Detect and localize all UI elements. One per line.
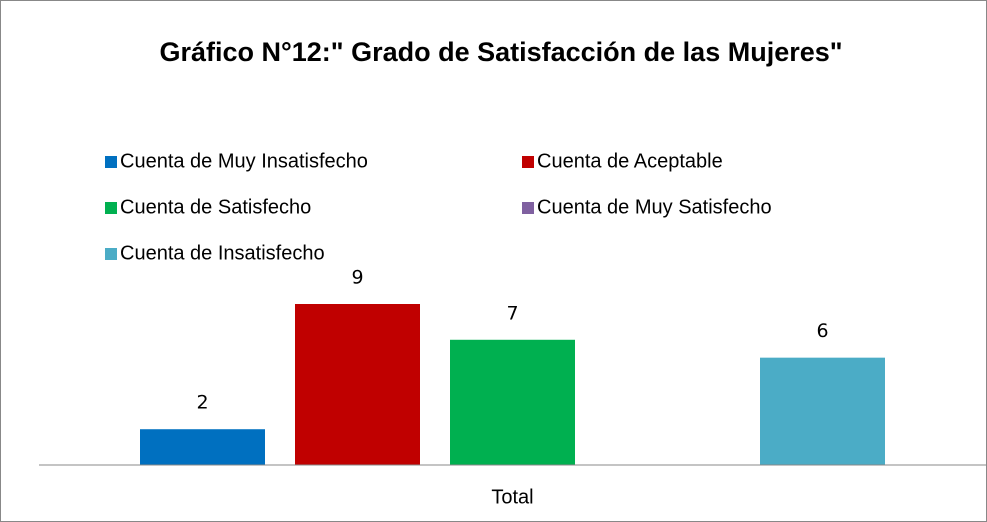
data-label: 9 bbox=[351, 267, 363, 289]
data-label: 7 bbox=[506, 302, 518, 324]
legend-label: Cuenta de Muy Insatisfecho bbox=[120, 150, 368, 172]
data-label: 2 bbox=[196, 392, 208, 414]
legend-swatch bbox=[105, 156, 117, 168]
bar bbox=[450, 339, 575, 465]
legend-swatch bbox=[105, 248, 117, 260]
legend-label: Cuenta de Insatisfecho bbox=[120, 242, 325, 264]
legend-swatch bbox=[522, 156, 534, 168]
bar bbox=[760, 357, 885, 465]
bar bbox=[140, 429, 265, 465]
legend-swatch bbox=[522, 202, 534, 214]
legend-label: Cuenta de Satisfecho bbox=[120, 196, 311, 218]
bar bbox=[295, 304, 420, 465]
legend-label: Cuenta de Muy Satisfecho bbox=[537, 196, 772, 218]
chart-title: Gráfico N°12:" Grado de Satisfacción de … bbox=[159, 37, 843, 67]
data-label: 6 bbox=[816, 320, 828, 342]
legend-label: Cuenta de Aceptable bbox=[537, 150, 723, 172]
x-tick-label: Total bbox=[491, 486, 533, 508]
legend-swatch bbox=[105, 202, 117, 214]
